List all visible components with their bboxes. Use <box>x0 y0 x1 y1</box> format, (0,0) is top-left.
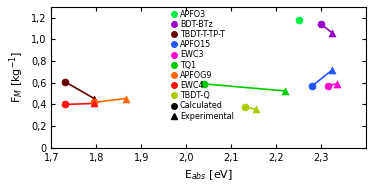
Point <box>329 68 335 71</box>
Point <box>91 102 97 105</box>
Point <box>309 84 315 88</box>
Legend: APFO3, BDT-BTz, TBDT-T-TP-T, APFO15, EWC3, TQ1, APFOG9, EWC4, TBDT-Q, Calculated: APFO3, BDT-BTz, TBDT-T-TP-T, APFO15, EWC… <box>170 10 234 121</box>
X-axis label: E$_{abs}$ [eV]: E$_{abs}$ [eV] <box>184 168 233 182</box>
Point <box>318 23 324 26</box>
Point <box>123 97 129 100</box>
Point <box>296 19 302 22</box>
Point <box>253 108 259 111</box>
Point <box>201 82 207 85</box>
Point <box>242 105 248 108</box>
Point <box>325 84 331 87</box>
Point <box>62 103 68 106</box>
Y-axis label: F$_{M}$ [kg$^{-1}$]: F$_{M}$ [kg$^{-1}$] <box>7 51 25 104</box>
Point <box>62 80 68 83</box>
Point <box>334 82 340 85</box>
Point <box>91 97 97 100</box>
Point <box>91 101 97 104</box>
Point <box>282 89 288 92</box>
Point <box>329 31 335 34</box>
